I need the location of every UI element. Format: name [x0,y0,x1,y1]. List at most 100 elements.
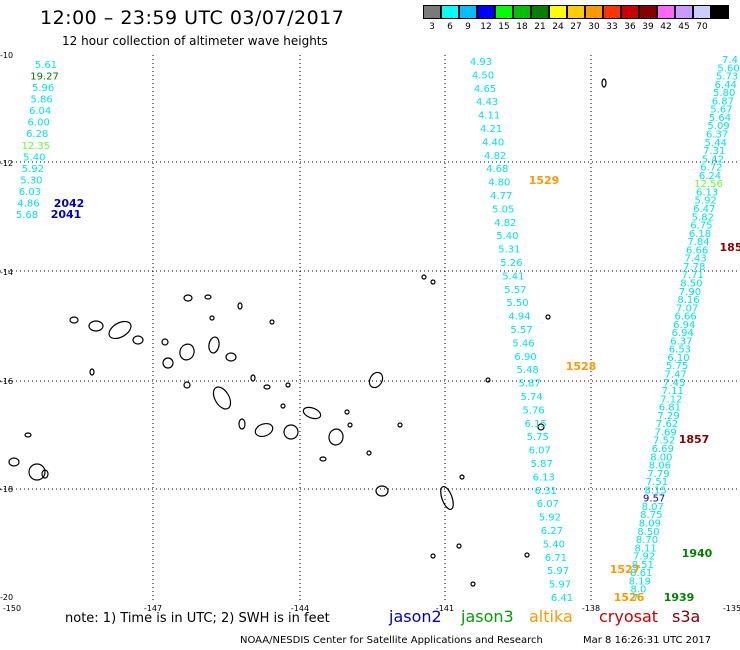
island-outline [456,543,462,549]
wave-height-value: 5.31 [498,245,520,256]
island-outline [430,553,436,559]
y-tick-label: -16 [0,377,13,386]
scale-swatch [567,5,585,19]
island-outline [237,302,243,310]
scale-swatch [495,5,513,19]
scale-label: 36 [624,22,636,32]
island-outline [470,581,476,587]
island-outline [344,409,350,415]
wave-height-value: 7.43 [685,254,707,265]
scale-swatch [459,5,477,19]
pass-time-label: 2042 [54,197,85,210]
wave-height-value: 7.4 [722,55,738,66]
wave-height-value: 5.75 [527,432,549,443]
scale-label: 9 [465,22,471,32]
y-tick-label: -12 [0,159,13,168]
wave-height-value: 7.90 [679,287,701,298]
island-outline [366,450,372,456]
x-tick-label: -144 [291,604,309,613]
scale-swatch [477,5,495,19]
wave-height-value: 5.92 [539,513,561,524]
scale-label: 30 [588,22,600,32]
wave-height-value: 5.46 [512,338,534,349]
island-outline [524,552,530,558]
wave-height-value: 5.61 [35,60,57,71]
island-outline [328,428,344,446]
wave-height-value: 5.05 [492,204,514,215]
wave-height-value: 7.52 [653,436,675,447]
wave-height-value: 5.57 [504,285,526,296]
island-outline [263,384,271,390]
wave-height-value: 5.68 [16,210,38,221]
scale-swatch [711,5,729,19]
wave-height-value: 6.10 [667,353,689,364]
island-outline [440,485,454,511]
wave-height-value: 4.80 [488,178,510,189]
wave-height-value: 6.53 [669,345,691,356]
wave-height-value: 6.94 [673,320,695,331]
credit-text: NOAA/NESDIS Center for Satellite Applica… [240,635,543,646]
wave-height-value: 8.19 [629,576,651,587]
wave-height-value: 6.37 [706,129,728,140]
scale-label: 3 [429,22,435,32]
wave-height-value: 6.71 [545,553,567,564]
wave-height-value: 5.40 [543,539,565,550]
scale-swatch [585,5,603,19]
y-tick-label: -20 [0,593,13,602]
x-tick-label: -147 [144,604,162,613]
wave-height-value: 6.66 [675,312,697,323]
wave-height-value: 6.37 [670,336,692,347]
island-outline [28,463,46,481]
wave-height-value: 7. [632,593,642,604]
wave-height-value: 6.90 [514,352,536,363]
pass-time-label: 1857 [679,433,710,446]
wave-height-value: 6.94 [672,328,694,339]
island-outline [208,336,220,354]
island-outline [375,485,389,497]
wave-height-value: 6.66 [686,245,708,256]
scale-swatch [531,5,549,19]
wave-height-value: 6.13 [533,472,555,483]
scale-swatch [621,5,639,19]
pass-time-label: 1526 [614,591,645,604]
satellite-legend-jason2: jason2 [389,607,442,626]
wave-height-value: 5.80 [713,88,735,99]
scale-label: 6 [447,22,453,32]
island-outline [601,78,607,88]
wave-height-value: 5.48 [516,365,538,376]
wave-height-value: 8.51 [632,560,654,571]
wave-height-value: 5.09 [707,121,729,132]
wave-height-value: 5.41 [502,271,524,282]
wave-height-value: 7.69 [654,427,676,438]
scale-label: 39 [642,22,654,32]
wave-height-value: 5.92 [695,196,717,207]
island-outline [88,320,104,332]
wave-height-value: 7.31 [703,146,725,157]
island-outline [368,371,384,389]
island-outline [8,457,20,467]
pass-time-label: 1528 [566,360,597,373]
wave-height-value: 5.26 [500,258,522,269]
wave-height-value: 8.75 [640,510,662,521]
wave-height-value: 8.50 [637,527,659,538]
wave-height-value: 4.93 [470,57,492,68]
wave-height-value: 4.77 [490,191,512,202]
scale-swatch [693,5,711,19]
wave-height-value: 8.15 [644,485,666,496]
wave-height-value: 5.74 [520,392,542,403]
pass-time-label: 1940 [682,547,713,560]
wave-height-value: 8.16 [677,295,699,306]
wave-height-value: 8.07 [642,502,664,513]
wave-height-value: 5.30 [20,175,42,186]
wave-height-value: 7.12 [660,394,682,405]
axis-tick-labels: -150 -147 -144 -141 -138 -135 -10 -12 -14 -16 -18 -… [0,51,740,613]
wave-height-value: 6.28 [26,129,48,140]
wave-height-value: 5.87 [518,379,540,390]
pass-time-label: 1529 [529,174,560,187]
wave-height-value: 6.81 [659,403,681,414]
wave-height-value: 4.65 [474,84,496,95]
wave-height-tracks: 5.6119.275.965.866.046.006.2812.355.405.… [16,55,740,604]
wave-height-value: 4.82 [494,218,516,229]
island-outline [162,357,174,369]
island-outline [459,474,465,480]
